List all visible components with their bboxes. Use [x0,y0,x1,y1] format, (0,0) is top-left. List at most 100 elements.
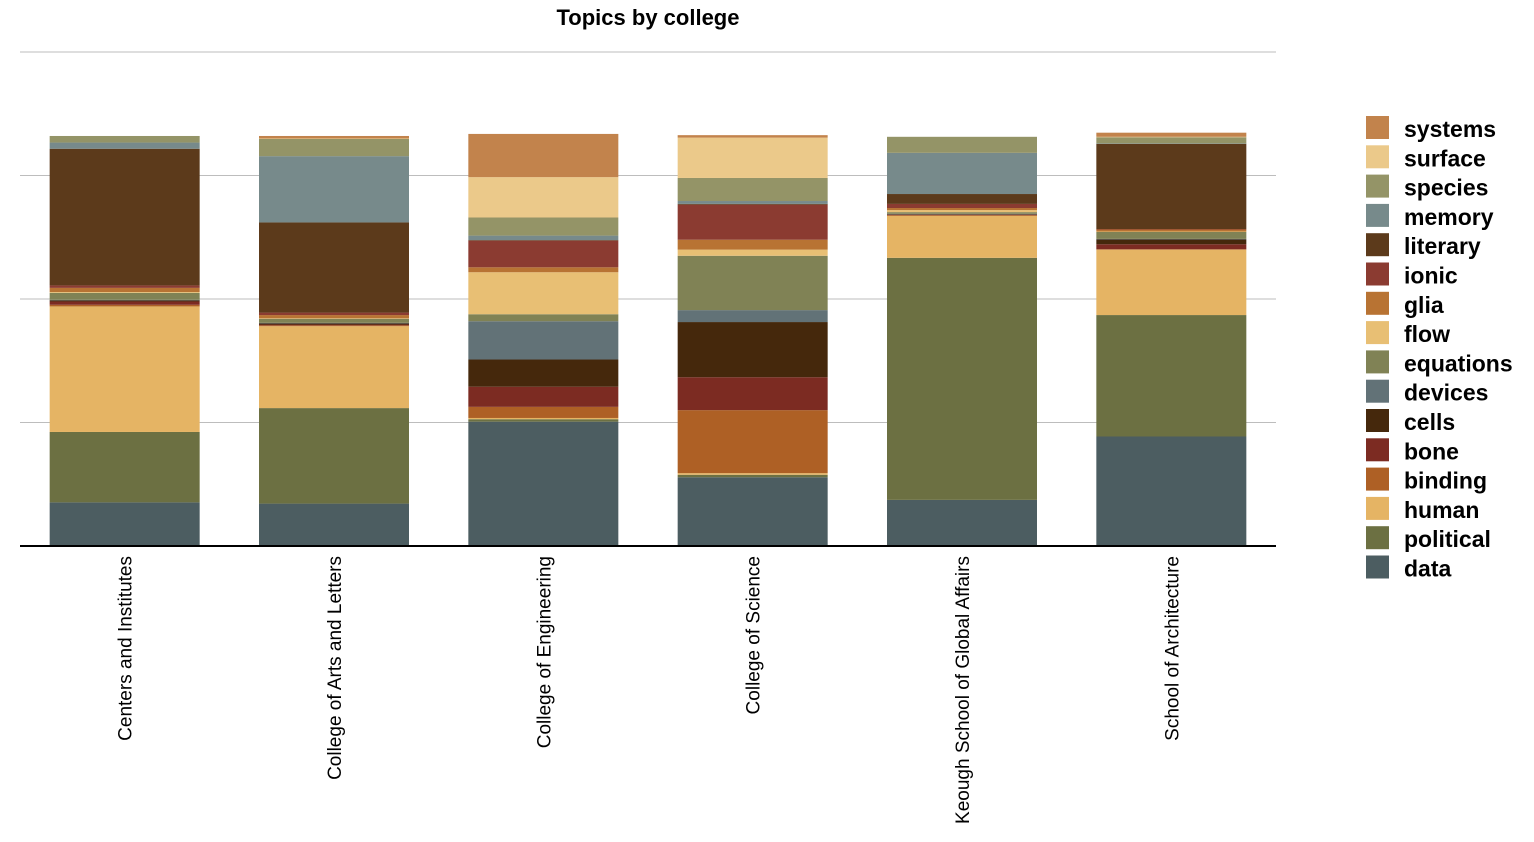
bar-segment-systems [468,133,619,178]
bar-segment-equations [259,318,409,323]
bar-segment-species [49,135,200,143]
legend-label: memory [1404,204,1494,230]
legend: systems surface species memory literary ionic… [1366,116,1513,582]
bar-segment-data [887,499,1037,546]
bar-segment-equations [1096,231,1247,239]
legend-swatch [1366,467,1389,491]
bar-segment-memory [259,156,409,223]
bar-segment-glia [259,315,409,319]
bar-segment-literary [468,240,619,241]
x-tick-label: College of Engineering [534,556,555,748]
bar-segment-binding [1096,249,1247,250]
legend-item-political: political [1366,526,1491,552]
bar-segment-bone [49,301,200,305]
bar-segment-data [259,503,409,546]
bar-segment-cells [468,359,619,387]
bar-segment-memory [1096,143,1247,144]
legend-swatch [1366,233,1389,257]
x-tick-label: College of Science [744,556,765,714]
bar-segment-systems [259,135,409,139]
bar-segment-flow [677,249,828,256]
bar-segment-human [887,215,1037,258]
bar-segment-surface [1096,136,1247,138]
legend-swatch [1366,379,1389,403]
bar-segment-binding [677,410,828,474]
legend-item-ionic: ionic [1366,262,1458,289]
bar-segment-species [468,217,619,236]
legend-item-equations: equations [1366,350,1513,376]
legend-label: data [1404,556,1452,582]
legend-label: glia [1404,292,1444,318]
legend-label: literary [1404,233,1481,259]
bar-segment-political [49,431,200,503]
bar-segment-political [1096,315,1247,437]
legend-swatch [1366,174,1389,198]
bar-segment-human [1096,249,1247,316]
bar-segment-devices [468,321,619,360]
bar-segment-binding [468,406,619,418]
legend-item-bone: bone [1366,438,1459,464]
legend-label: binding [1404,468,1487,494]
bar-segment-glia [49,287,200,293]
bar-segment-flow [468,272,619,315]
bar-segment-equations [887,212,1037,214]
bar-segment-binding [259,325,409,327]
x-tick-label: Centers and Institutes [116,556,137,741]
bar-segment-literary [49,148,200,286]
bar-segment-human [49,306,200,432]
legend-item-human: human [1366,496,1479,523]
legend-swatch [1366,496,1389,520]
bar-segment-flow [49,292,200,293]
x-tick-label: Keough School of Global Affairs [953,556,974,824]
bar-segment-flow [1096,231,1247,232]
bar-segment-ionic [677,204,828,240]
legend-label: political [1404,526,1491,552]
bar-segment-glia [468,267,619,273]
bar-segment-species [259,138,409,157]
bar-stack [677,135,828,546]
legend-swatch [1366,555,1389,579]
bar-segment-memory [887,152,1037,195]
bar-segment-cells [1096,239,1247,245]
bar-segment-systems [677,135,828,138]
bar-segment-devices [887,213,1037,215]
bar-segment-glia [1096,229,1247,232]
legend-label: ionic [1404,263,1458,289]
legend-item-memory: memory [1366,203,1494,230]
bar-segment-ionic [259,312,409,316]
legend-item-binding: binding [1366,467,1487,494]
legend-item-glia: glia [1366,291,1444,318]
x-tick-labels: Centers and Institutes College of Arts an… [116,556,1184,824]
legend-item-cells: cells [1366,409,1455,435]
bars [49,132,1247,546]
legend-label: surface [1404,145,1486,171]
bar-segment-equations [677,255,828,311]
bar-segment-species [887,136,1037,153]
bar-segment-glia [887,208,1037,211]
bar-segment-bone [259,324,409,326]
bar-segment-literary [1096,143,1247,230]
legend-label: cells [1404,409,1455,435]
bar-segment-devices [49,299,200,301]
legend-swatch [1366,350,1389,374]
x-tick-label: School of Architecture [1162,556,1183,741]
chart-title: Topics by college [557,5,740,30]
bar-segment-surface [468,177,619,218]
legend-item-species: species [1366,174,1488,201]
bar-segment-literary [259,222,409,313]
bar-segment-systems [1096,132,1247,137]
legend-swatch [1366,291,1389,315]
bar-segment-human [677,473,828,475]
legend-label: bone [1404,438,1459,464]
bar-segment-bone [677,377,828,411]
bar-segment-cells [887,214,1037,215]
legend-label: human [1404,497,1479,523]
bar-segment-human [259,326,409,409]
bar-segment-ionic [1096,229,1247,230]
bar-segment-cells [259,323,409,325]
legend-item-literary: literary [1366,233,1481,259]
bar-segment-political [677,474,828,478]
bar-segment-devices [1096,238,1247,240]
bar-segment-surface [677,137,828,178]
